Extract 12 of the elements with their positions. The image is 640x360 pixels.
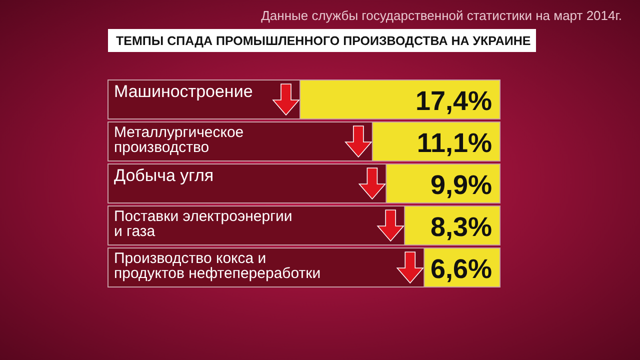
text: Данные службы государственной статистики на март 2014г. [261,8,622,23]
data-label: 6,6% [430,254,492,284]
data-label: 11,1% [416,128,492,158]
data-label: 17,4% [415,86,492,116]
data-label: 8,3% [430,212,492,242]
y-tick-label: Производство кокса и продуктов нефтепереработки [114,250,321,282]
y-tick-label: Металлургическое производство [114,124,244,156]
y-tick-label: Поставки электроэнергии и газа [114,208,292,240]
y-tick-label: Добыча угля [114,166,214,185]
y-tick-label: Машиностроение [114,82,253,101]
chart-title: ТЕМПЫ СПАДА ПРОМЫШЛЕННОГО ПРОИЗВОДСТВА НА УКРАИНЕ [116,34,531,48]
data-label: 9,9% [430,170,492,200]
